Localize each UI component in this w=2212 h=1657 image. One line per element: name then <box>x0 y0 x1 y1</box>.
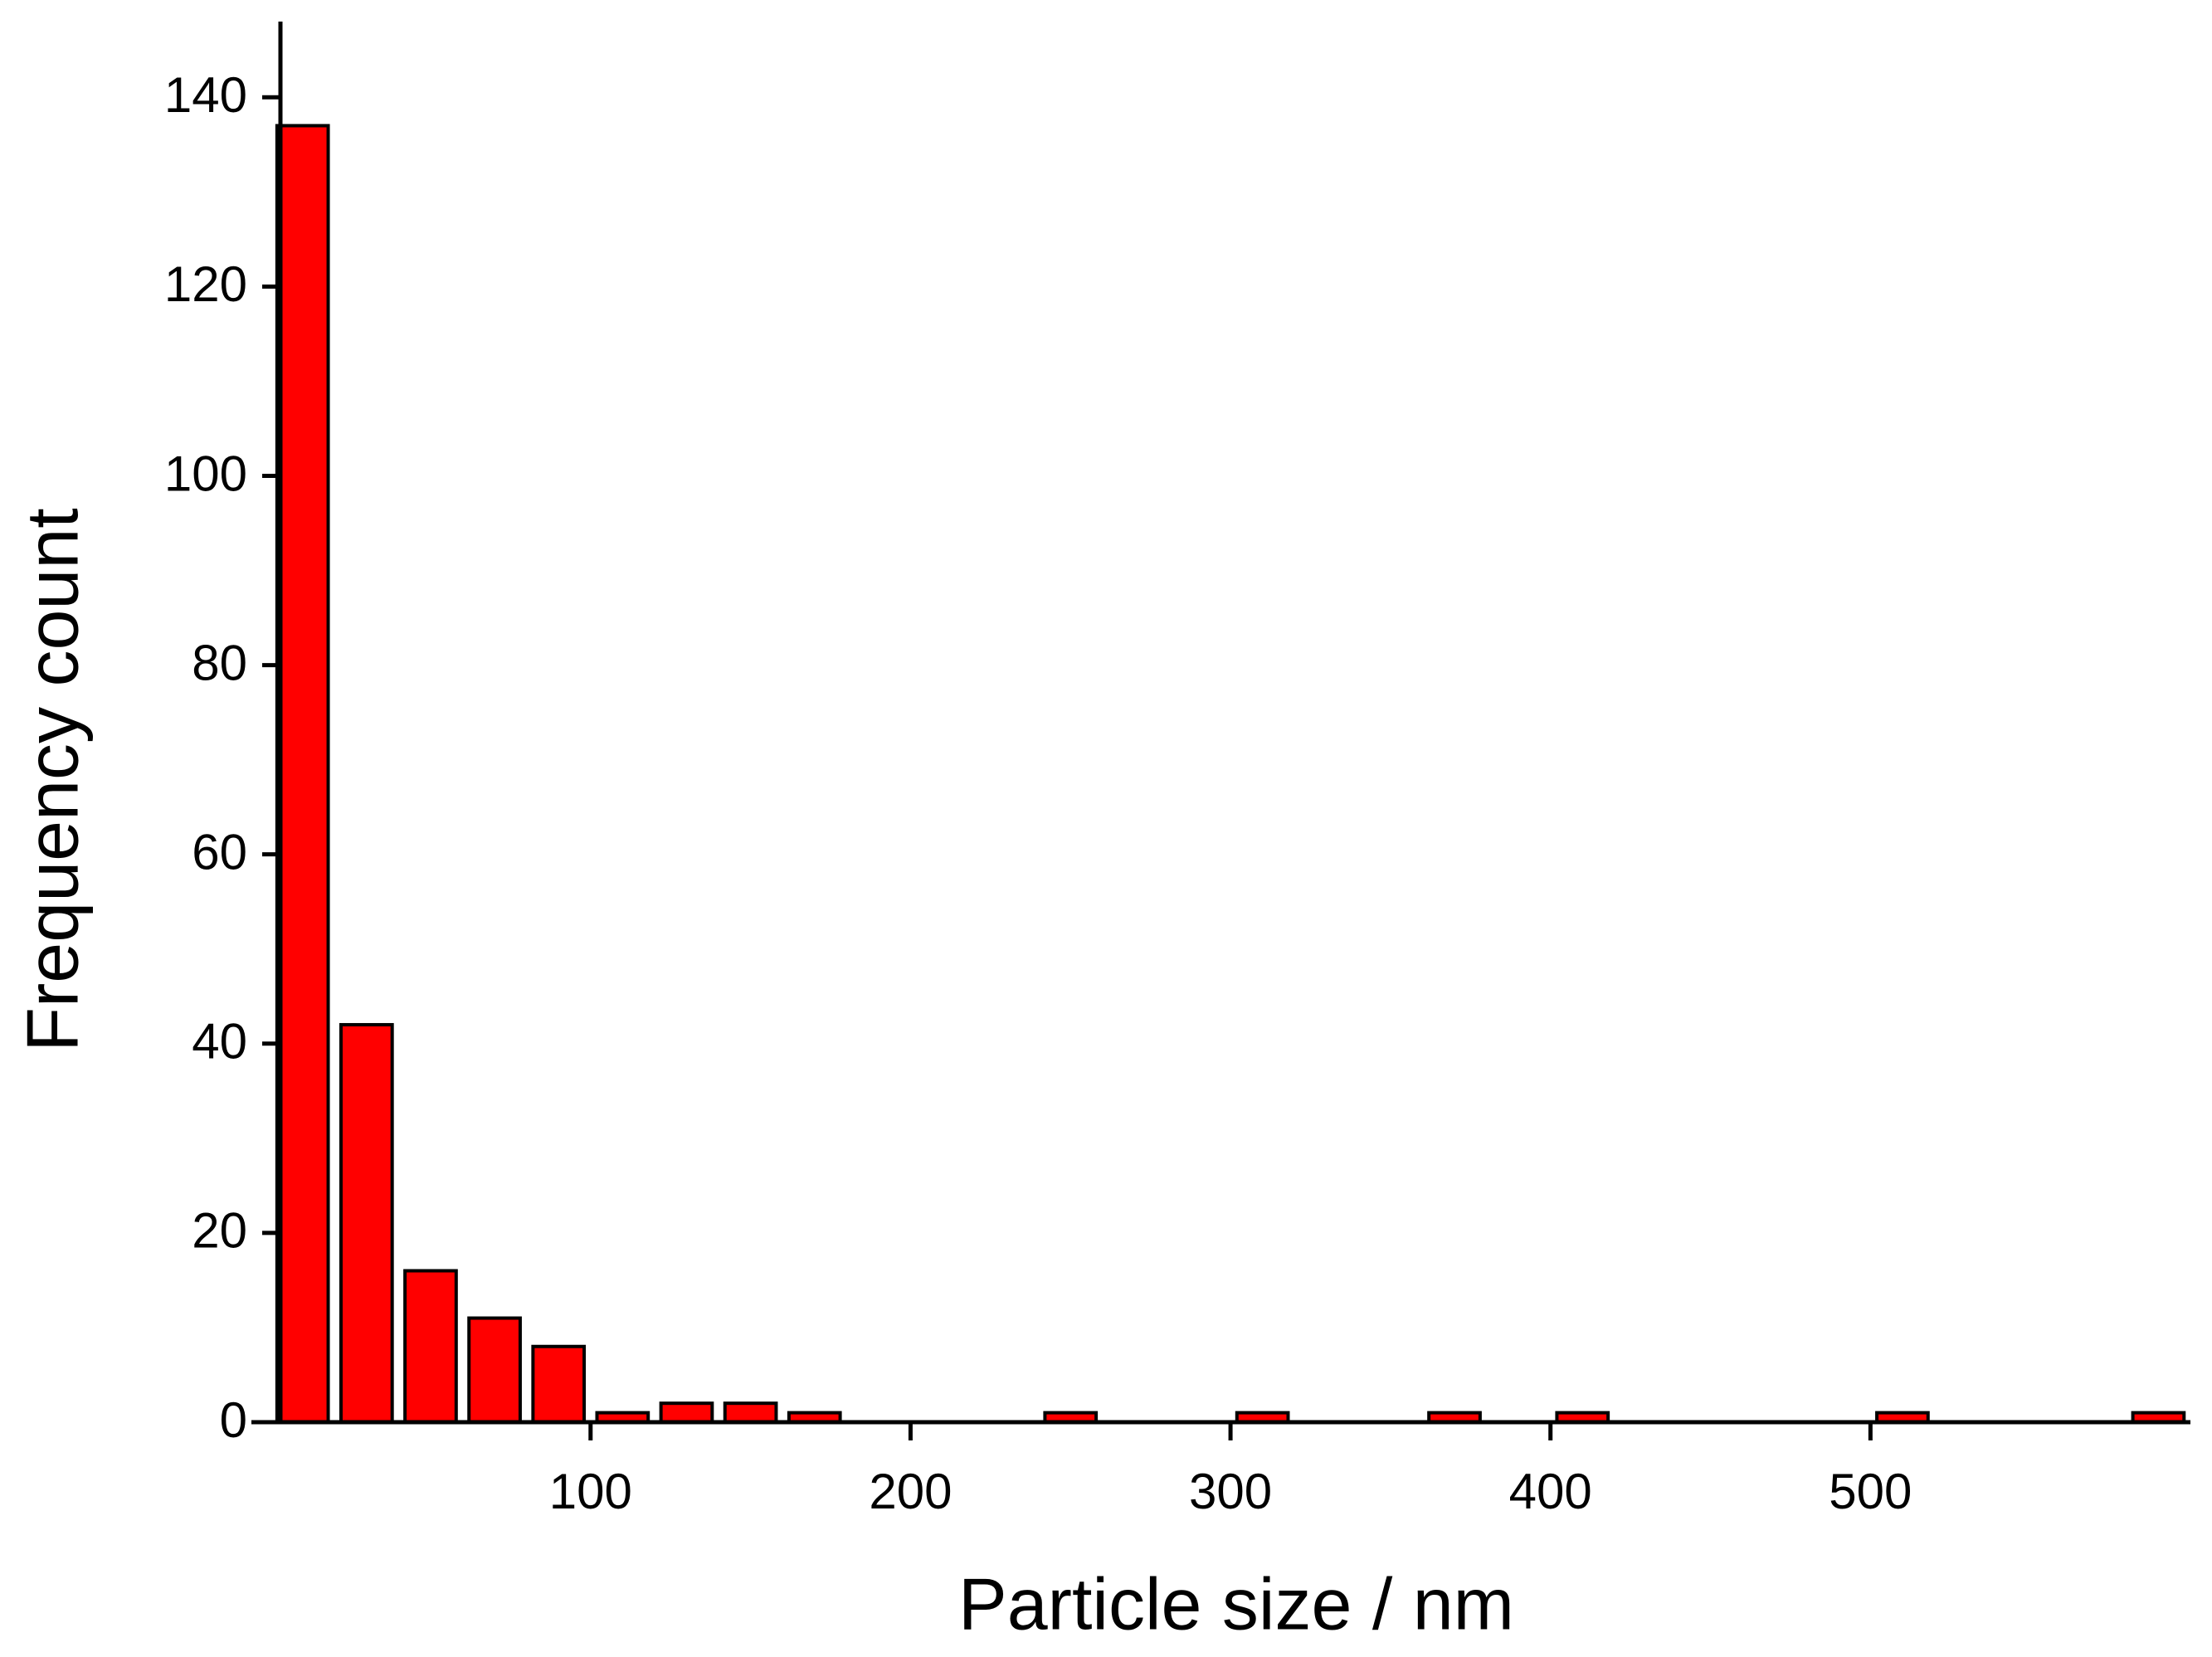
bar <box>467 1316 522 1424</box>
y-tick-label: 20 <box>192 1203 247 1259</box>
x-tick-label: 100 <box>549 1464 632 1519</box>
bar <box>659 1401 714 1425</box>
x-axis-label: Particle size / nm <box>958 1562 1514 1645</box>
y-tick-label: 60 <box>192 825 247 880</box>
x-tick-label: 500 <box>1829 1464 1912 1519</box>
y-tick-label: 100 <box>164 446 247 501</box>
y-axis-label: Frequency count <box>11 508 93 1052</box>
bar <box>403 1269 458 1425</box>
bar <box>531 1344 587 1424</box>
x-tick-label: 300 <box>1189 1464 1272 1519</box>
bar <box>339 1022 394 1425</box>
bar <box>723 1401 778 1425</box>
bar <box>275 124 330 1424</box>
y-tick-label: 80 <box>192 635 247 690</box>
y-tick-label: 40 <box>192 1014 247 1070</box>
x-tick-label: 400 <box>1509 1464 1592 1519</box>
y-tick-label: 140 <box>164 67 247 123</box>
y-tick-label: 0 <box>220 1392 247 1448</box>
y-tick-label: 120 <box>164 256 247 312</box>
x-tick-label: 200 <box>869 1464 952 1519</box>
